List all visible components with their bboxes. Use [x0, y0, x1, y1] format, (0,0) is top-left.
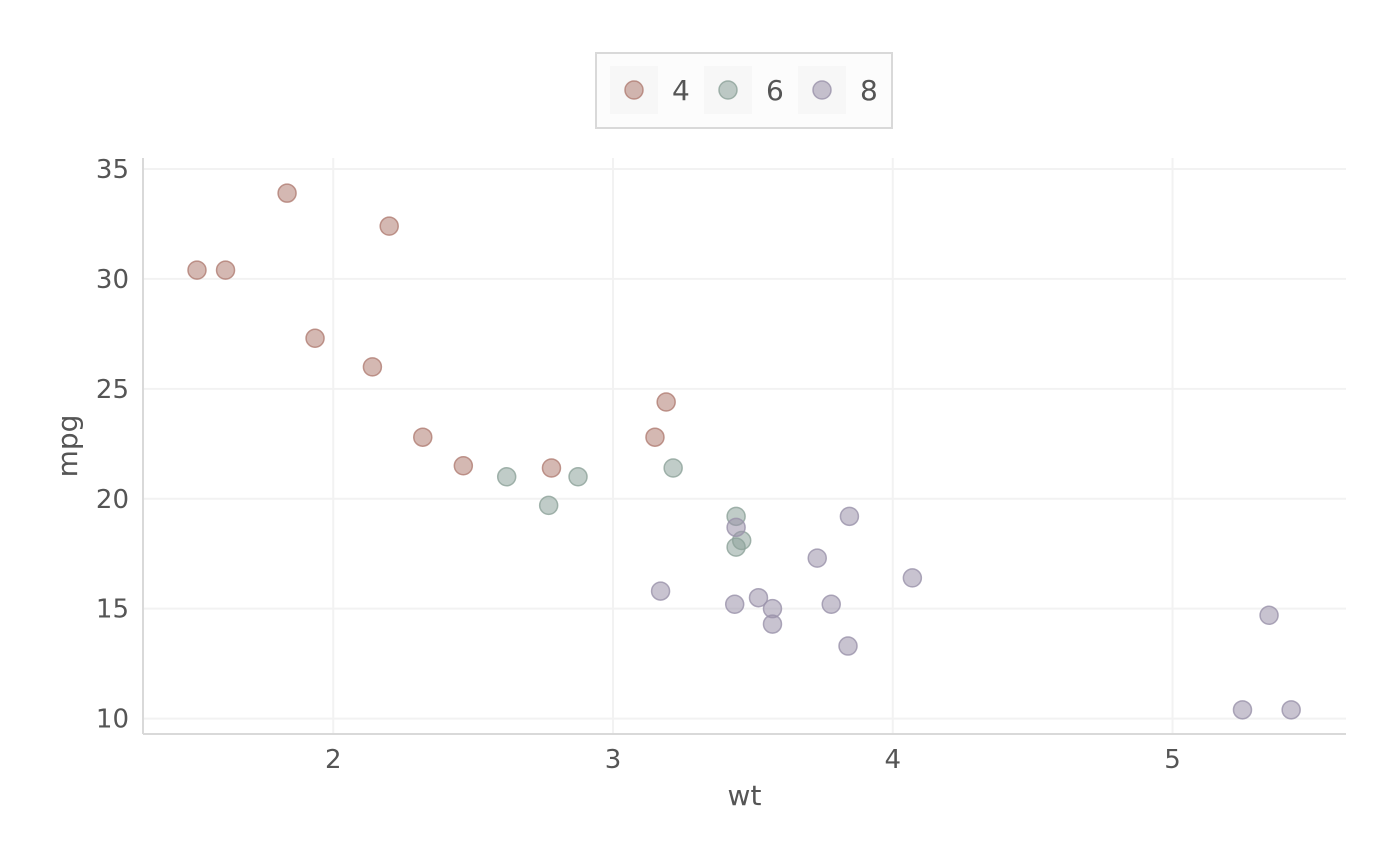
x-tick-label: 2	[325, 745, 342, 775]
legend: 4 6 8	[595, 52, 893, 129]
data-point-4	[413, 427, 433, 447]
legend-label-6: 6	[766, 74, 784, 107]
legend-swatch-8	[812, 80, 832, 100]
data-point-4	[215, 260, 236, 280]
data-point-4	[379, 216, 399, 236]
data-point-4	[362, 357, 383, 377]
data-point-4	[645, 427, 665, 447]
data-point-6	[663, 458, 683, 478]
data-point-8	[838, 636, 858, 656]
data-point-4	[453, 456, 474, 476]
legend-swatch-4	[624, 80, 644, 100]
legend-label-4: 4	[672, 74, 690, 107]
y-tick-label: 15	[96, 595, 129, 625]
data-point-4	[277, 183, 297, 203]
data-point-8	[650, 581, 671, 601]
y-tick-label: 25	[96, 375, 129, 405]
tick-labels: 10 15 20 25 30 35 2 3 4 5	[96, 155, 1181, 775]
data-point-4	[187, 260, 207, 280]
data-point-8	[902, 568, 923, 588]
data-points	[187, 183, 1301, 720]
x-tick-label: 5	[1164, 745, 1181, 775]
y-tick-label: 10	[96, 705, 129, 735]
data-point-8	[1281, 700, 1301, 720]
data-point-8	[762, 614, 783, 634]
data-point-6	[496, 467, 517, 487]
data-point-4	[541, 458, 562, 478]
data-point-8	[724, 594, 745, 615]
y-tick-label: 35	[96, 155, 129, 185]
data-point-8	[1259, 605, 1279, 626]
data-point-8	[839, 506, 860, 527]
data-point-8	[821, 594, 841, 615]
axes	[142, 158, 1346, 735]
legend-label-8: 8	[860, 74, 878, 107]
legend-swatch-6	[718, 80, 738, 100]
data-point-8	[807, 548, 827, 568]
data-point-6	[568, 467, 588, 487]
data-point-4	[656, 392, 676, 412]
y-axis-title: mpg	[51, 415, 84, 478]
data-point-8	[726, 517, 746, 538]
y-tick-label: 30	[96, 265, 129, 295]
data-point-8	[1232, 700, 1253, 720]
data-point-8	[748, 587, 769, 608]
x-axis-title: wt	[728, 779, 762, 812]
y-tick-label: 20	[96, 485, 129, 515]
grid-lines	[143, 158, 1346, 734]
data-point-4	[305, 328, 325, 349]
x-tick-label: 3	[605, 745, 622, 775]
x-tick-label: 4	[885, 745, 902, 775]
data-point-6	[538, 495, 559, 516]
